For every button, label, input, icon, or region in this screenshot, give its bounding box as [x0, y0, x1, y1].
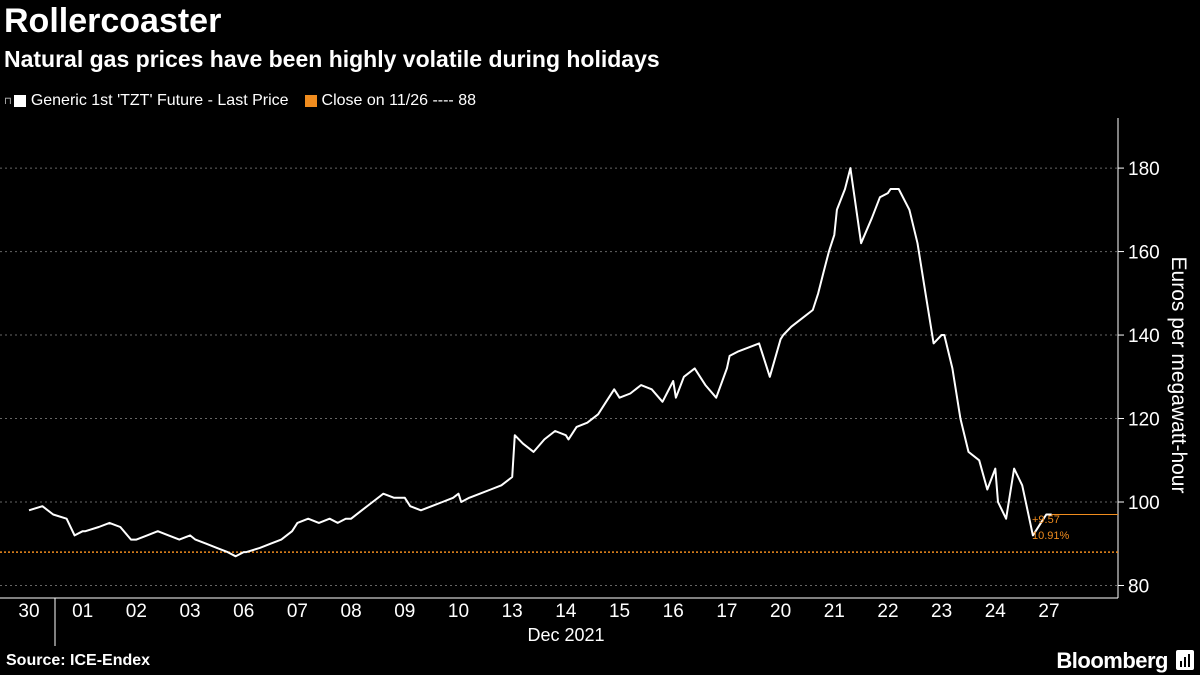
x-tick-label-03: 03 — [179, 601, 200, 622]
bloomberg-logo: Bloomberg — [1056, 648, 1168, 673]
x-tick-label-22: 22 — [877, 601, 898, 622]
y-axis: 80 100 120 140 160 180 — [1117, 118, 1160, 598]
y-tick-label-100: 100 — [1128, 493, 1160, 514]
x-tick-label-09: 09 — [394, 601, 415, 622]
x-tick-label-21: 21 — [824, 601, 845, 622]
series-line-tzt-future — [28, 167, 1052, 558]
x-tick-label-01: 01 — [72, 601, 93, 622]
x-axis-label: Dec 2021 — [527, 625, 604, 645]
x-tick-label-17: 17 — [716, 601, 737, 622]
x-tick-label-24: 24 — [985, 601, 1007, 622]
x-tick-label-15: 15 — [609, 601, 630, 622]
chart-title: Rollercoaster — [4, 2, 222, 40]
legend-swatch-orange — [304, 95, 317, 107]
y-axis-label: Euros per megawatt-hour — [1167, 257, 1190, 494]
annotation-percent: 10.91% — [1032, 530, 1070, 542]
series-group — [28, 167, 1052, 558]
annotation-change: +9.57 — [1032, 514, 1060, 526]
x-tick-label-13: 13 — [502, 601, 523, 622]
y-tick-label-140: 140 — [1128, 326, 1160, 347]
change-annotation: +9.57 10.91% — [1032, 514, 1118, 542]
x-tick-label-10: 10 — [448, 601, 469, 622]
legend-marker-icon: ⊓ — [4, 95, 12, 107]
x-tick-label-07: 07 — [287, 601, 308, 622]
bloomberg-chart-icon — [1176, 650, 1194, 670]
legend-close-label: Close on 11/26 ---- 88 — [321, 92, 476, 109]
x-tick-label-08: 08 — [341, 601, 362, 622]
x-tick-label-30: 30 — [18, 601, 39, 622]
x-tick-label-06: 06 — [233, 601, 254, 622]
x-tick-label-23: 23 — [931, 601, 952, 622]
x-tick-label-02: 02 — [126, 601, 147, 622]
grid-lines — [0, 167, 1118, 586]
x-tick-label-27: 27 — [1038, 601, 1059, 622]
legend: ⊓ Generic 1st 'TZT' Future - Last Price … — [4, 92, 492, 110]
y-tick-label-180: 180 — [1128, 159, 1160, 180]
x-tick-label-14: 14 — [555, 601, 577, 622]
legend-item-series: ⊓ Generic 1st 'TZT' Future - Last Price — [4, 92, 289, 110]
y-tick-label-80: 80 — [1128, 576, 1149, 597]
x-axis: Dec 2021 30 01 02 03 06 07 08 09 10 13 14 15 16 17 20 2… — [0, 597, 1118, 646]
legend-item-close: Close on 11/26 ---- 88 — [304, 92, 476, 110]
x-tick-label-20: 20 — [770, 601, 791, 622]
legend-series-label: Generic 1st 'TZT' Future - Last Price — [30, 92, 289, 109]
y-tick-label-160: 160 — [1128, 243, 1160, 264]
x-tick-label-16: 16 — [663, 601, 684, 622]
chart-subtitle: Natural gas prices have been highly vola… — [4, 46, 660, 72]
source-note: Source: ICE-Endex — [6, 652, 151, 669]
legend-swatch-white — [13, 95, 26, 107]
y-tick-label-120: 120 — [1128, 410, 1160, 431]
